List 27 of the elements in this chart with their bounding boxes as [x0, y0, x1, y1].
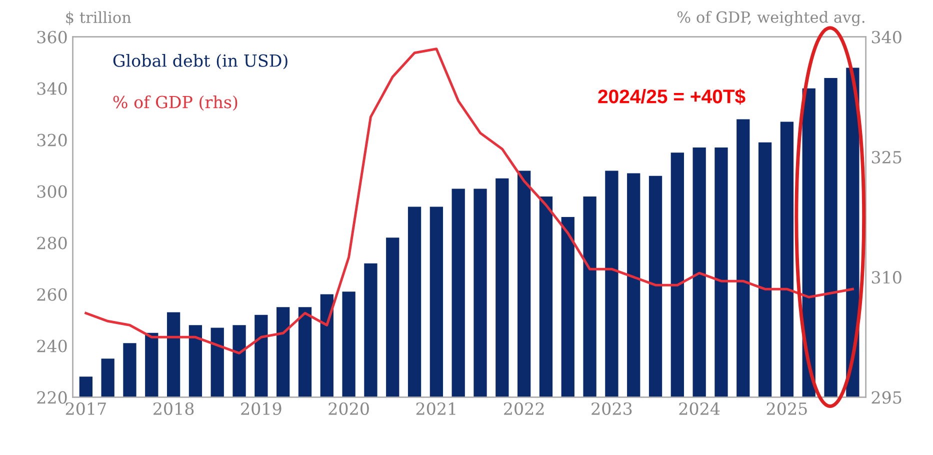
y2-tick-label: 295 [872, 391, 902, 404]
y-tick-label: 340 [37, 82, 67, 95]
x-tick-label: 2017 [66, 402, 106, 415]
y-tick-label: 320 [37, 134, 67, 146]
text: % of GDP (rhs) [113, 95, 238, 111]
y-tick-label: 360 [37, 30, 67, 44]
y-tick-label: 240 [37, 340, 67, 352]
x-tick-label: 2024 [679, 402, 720, 415]
y2-axis-title: % of GDP, weighted avg. [677, 11, 864, 26]
y-tick-label: 280 [37, 236, 67, 250]
y2-tick-label: 310 [872, 271, 902, 284]
x-tick-label: 2023 [592, 402, 632, 415]
y-tick-label: 260 [37, 288, 67, 301]
x-tick-label: 2025 [766, 402, 807, 415]
y2-tick-label: 340 [872, 30, 902, 44]
line-series [84, 48, 854, 354]
x-tick-label: 2018 [153, 402, 194, 415]
y-tick-label: 300 [37, 185, 67, 198]
y-axis-title: $ trillion [66, 11, 132, 26]
y-tick-label: 220 [37, 391, 67, 404]
text: Global debt (in USD) [113, 54, 288, 70]
x-tick-label: 2021 [416, 402, 456, 415]
x-tick-label: 2022 [504, 402, 544, 415]
x-tick-label: 2019 [241, 402, 282, 415]
annotation: 2024/25 = +40T$ [598, 88, 746, 105]
x-tick-label: 2020 [328, 402, 369, 415]
y2-tick-label: 325 [872, 150, 902, 164]
